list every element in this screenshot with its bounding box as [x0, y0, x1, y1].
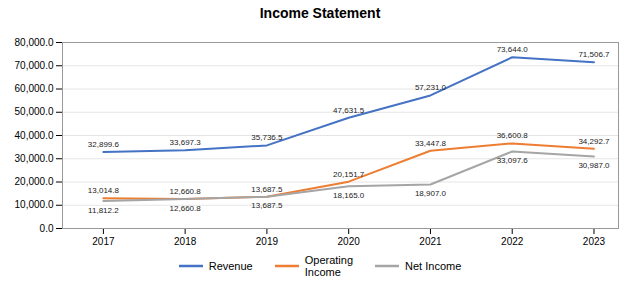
svg-text:60,000.0: 60,000.0 — [15, 83, 54, 94]
svg-text:13,687.5: 13,687.5 — [251, 185, 283, 194]
svg-text:12,660.8: 12,660.8 — [170, 187, 202, 196]
svg-text:30,987.0: 30,987.0 — [578, 161, 610, 170]
svg-text:30,000.0: 30,000.0 — [15, 153, 54, 164]
svg-text:2021: 2021 — [419, 236, 442, 247]
svg-text:47,631.5: 47,631.5 — [333, 106, 365, 115]
html-text:Operating Income: Operating Income — [304, 254, 353, 278]
svg-text:2018: 2018 — [174, 236, 197, 247]
html-text:Net Income: Net Income — [405, 260, 462, 272]
svg-text:33,697.3: 33,697.3 — [170, 138, 202, 147]
svg-text:2022: 2022 — [501, 236, 524, 247]
svg-text:20,000.0: 20,000.0 — [15, 176, 54, 187]
svg-text:34,292.7: 34,292.7 — [578, 137, 610, 146]
svg-text:35,736.5: 35,736.5 — [251, 133, 283, 142]
svg-text:2020: 2020 — [338, 236, 361, 247]
svg-text:70,000.0: 70,000.0 — [15, 60, 54, 71]
svg-text:10,000.0: 10,000.0 — [15, 199, 54, 210]
svg-text:36,600.8: 36,600.8 — [497, 131, 529, 140]
svg-text:20,151.7: 20,151.7 — [333, 170, 365, 179]
svg-text:33,097.6: 33,097.6 — [497, 156, 529, 165]
html-text:Revenue: Revenue — [208, 260, 253, 272]
svg-text:2019: 2019 — [256, 236, 279, 247]
svg-text:12,660.8: 12,660.8 — [170, 204, 202, 213]
svg-text:40,000.0: 40,000.0 — [15, 130, 54, 141]
svg-text:32,899.6: 32,899.6 — [88, 140, 120, 149]
svg-text:11,812.2: 11,812.2 — [88, 206, 119, 215]
svg-text:13,014.8: 13,014.8 — [88, 186, 120, 195]
html-text:Income Statement: Income Statement — [259, 5, 381, 21]
svg-text:2017: 2017 — [92, 236, 115, 247]
svg-text:73,644.0: 73,644.0 — [497, 45, 529, 54]
svg-text:57,231.0: 57,231.0 — [415, 83, 447, 92]
svg-text:33,447.8: 33,447.8 — [415, 139, 447, 148]
svg-text:0.0: 0.0 — [40, 223, 54, 234]
svg-text:18,165.0: 18,165.0 — [333, 191, 365, 200]
svg-text:71,506.7: 71,506.7 — [578, 50, 610, 59]
svg-text:80,000.0: 80,000.0 — [15, 37, 54, 48]
svg-text:2023: 2023 — [583, 236, 606, 247]
svg-text:13,687.5: 13,687.5 — [251, 201, 283, 210]
svg-text:18,907.0: 18,907.0 — [415, 189, 447, 198]
svg-text:50,000.0: 50,000.0 — [15, 106, 54, 117]
